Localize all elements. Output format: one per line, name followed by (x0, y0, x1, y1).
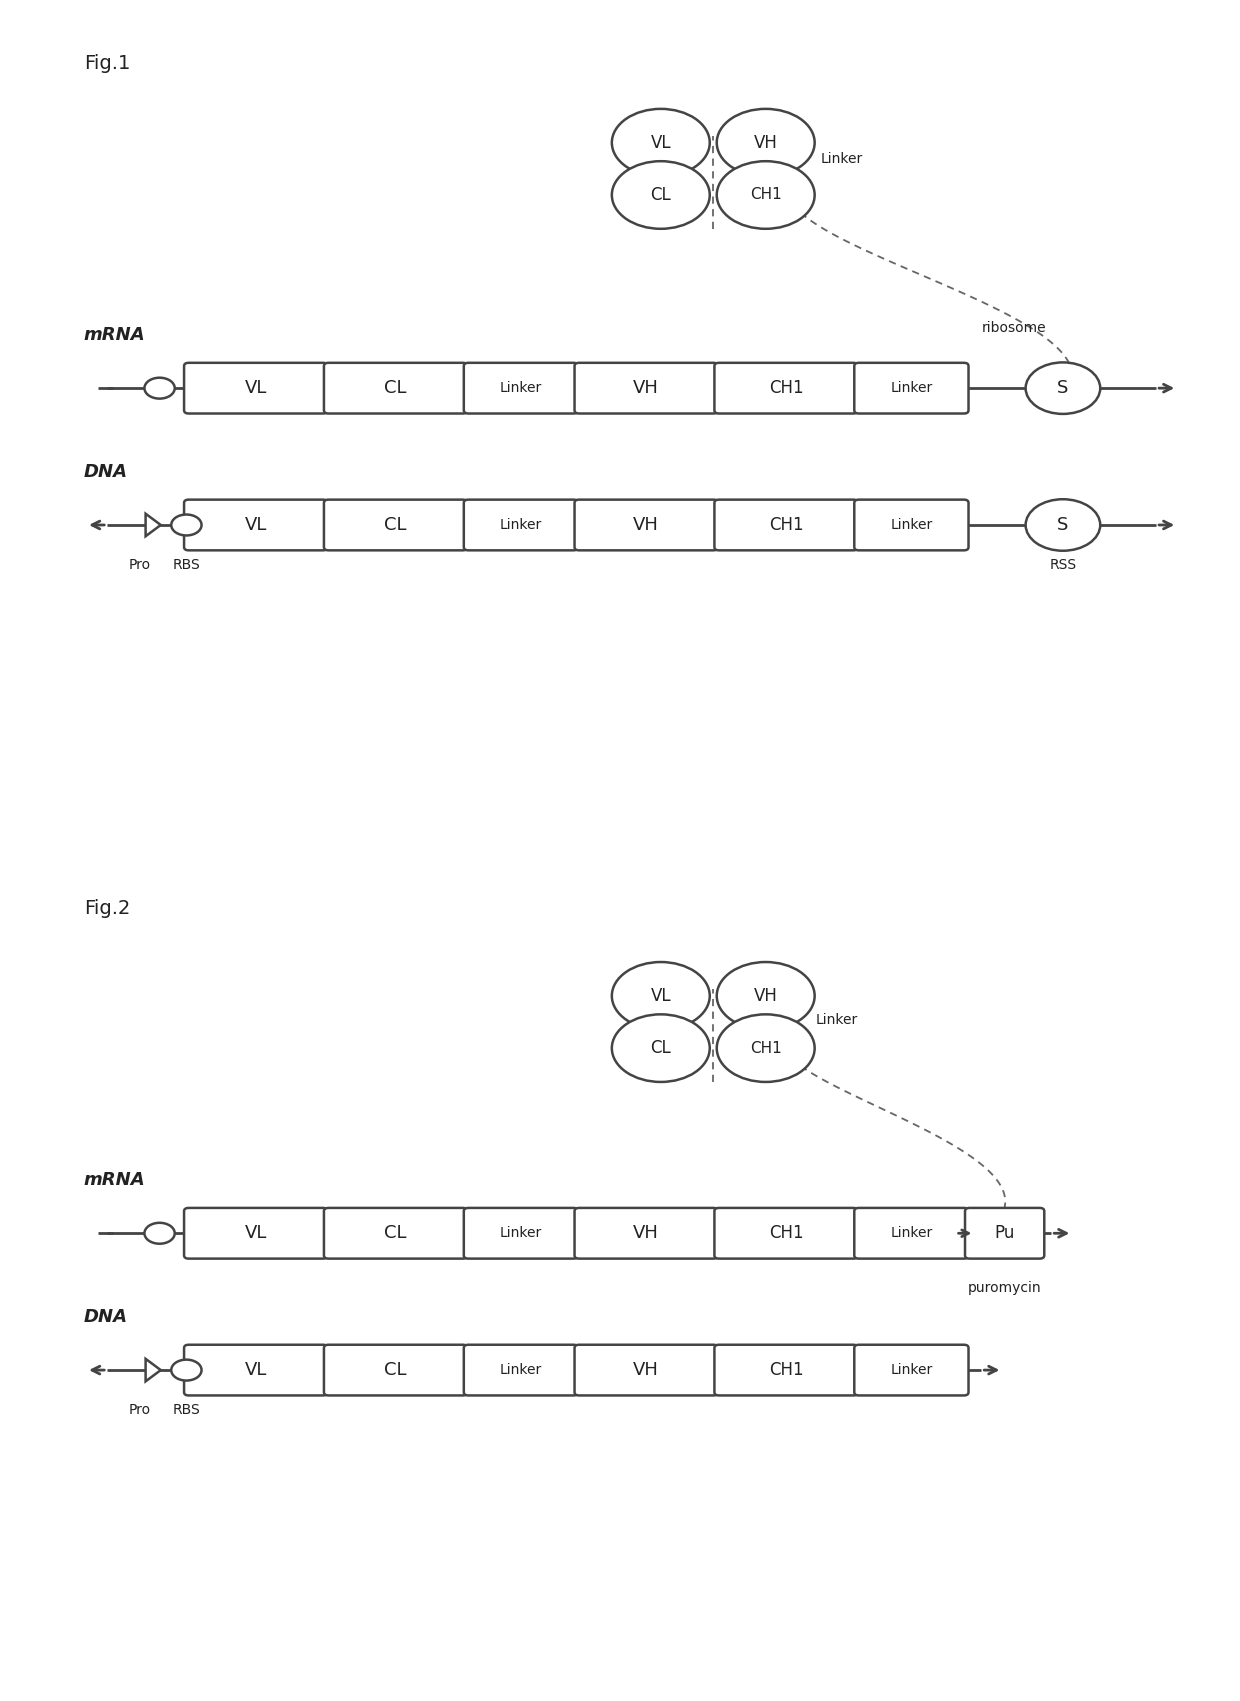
Text: VL: VL (244, 379, 267, 396)
Text: Pu: Pu (994, 1225, 1014, 1242)
Text: Linker: Linker (500, 1226, 542, 1240)
Text: mRNA: mRNA (84, 1170, 145, 1189)
FancyBboxPatch shape (184, 1345, 327, 1395)
Circle shape (717, 162, 815, 230)
FancyBboxPatch shape (464, 1208, 578, 1259)
Circle shape (171, 1359, 202, 1381)
Text: CL: CL (384, 515, 407, 534)
FancyBboxPatch shape (574, 362, 718, 413)
Circle shape (717, 1014, 815, 1082)
Circle shape (717, 963, 815, 1029)
FancyBboxPatch shape (854, 1345, 968, 1395)
FancyBboxPatch shape (184, 500, 327, 551)
FancyBboxPatch shape (714, 362, 858, 413)
Text: Linker: Linker (890, 1363, 932, 1378)
Text: CH1: CH1 (769, 1361, 804, 1380)
FancyBboxPatch shape (714, 500, 858, 551)
Text: CH1: CH1 (769, 515, 804, 534)
Text: CL: CL (651, 185, 671, 204)
Text: Linker: Linker (821, 151, 863, 165)
FancyBboxPatch shape (854, 1208, 968, 1259)
Circle shape (1025, 362, 1100, 413)
Text: CL: CL (651, 1039, 671, 1056)
Text: VL: VL (244, 1361, 267, 1380)
Text: DNA: DNA (84, 463, 128, 481)
FancyBboxPatch shape (464, 500, 578, 551)
Circle shape (171, 514, 202, 536)
Circle shape (1025, 498, 1100, 551)
FancyBboxPatch shape (324, 1208, 467, 1259)
Circle shape (611, 1014, 709, 1082)
Text: VH: VH (754, 987, 777, 1005)
Text: CH1: CH1 (750, 187, 781, 202)
FancyBboxPatch shape (574, 1345, 718, 1395)
FancyBboxPatch shape (184, 1208, 327, 1259)
FancyBboxPatch shape (324, 500, 467, 551)
Circle shape (144, 1223, 175, 1243)
Text: CL: CL (384, 1361, 407, 1380)
Text: Pro: Pro (129, 558, 151, 572)
Text: puromycin: puromycin (968, 1281, 1042, 1294)
Text: VL: VL (244, 515, 267, 534)
Text: Linker: Linker (890, 519, 932, 532)
Text: Linker: Linker (816, 1014, 858, 1027)
Circle shape (611, 109, 709, 177)
Circle shape (717, 109, 815, 177)
Text: VL: VL (244, 1225, 267, 1242)
Text: Linker: Linker (500, 519, 542, 532)
Text: S: S (1058, 515, 1069, 534)
FancyBboxPatch shape (714, 1208, 858, 1259)
FancyBboxPatch shape (854, 362, 968, 413)
Circle shape (611, 963, 709, 1029)
Text: RBS: RBS (172, 1403, 201, 1417)
Text: CL: CL (384, 1225, 407, 1242)
FancyBboxPatch shape (464, 1345, 578, 1395)
FancyBboxPatch shape (574, 1208, 718, 1259)
Text: VH: VH (634, 515, 660, 534)
Text: VH: VH (634, 1361, 660, 1380)
FancyBboxPatch shape (324, 1345, 467, 1395)
FancyBboxPatch shape (464, 362, 578, 413)
Text: ribosome: ribosome (981, 321, 1047, 335)
Text: RBS: RBS (172, 558, 201, 572)
Polygon shape (145, 1359, 161, 1381)
Text: RSS: RSS (1049, 558, 1076, 572)
Text: Pro: Pro (129, 1403, 151, 1417)
Text: CH1: CH1 (769, 1225, 804, 1242)
Text: S: S (1058, 379, 1069, 396)
Text: CH1: CH1 (769, 379, 804, 396)
Text: VH: VH (634, 1225, 660, 1242)
FancyBboxPatch shape (854, 500, 968, 551)
Text: Linker: Linker (890, 1226, 932, 1240)
Text: VH: VH (754, 134, 777, 151)
FancyBboxPatch shape (184, 362, 327, 413)
Circle shape (144, 378, 175, 398)
Text: Linker: Linker (890, 381, 932, 395)
Text: CH1: CH1 (750, 1041, 781, 1056)
Text: VH: VH (634, 379, 660, 396)
FancyBboxPatch shape (965, 1208, 1044, 1259)
FancyBboxPatch shape (324, 362, 467, 413)
Text: Linker: Linker (500, 1363, 542, 1378)
Circle shape (611, 162, 709, 230)
FancyBboxPatch shape (574, 500, 718, 551)
Text: Fig.2: Fig.2 (84, 900, 130, 919)
Polygon shape (145, 514, 161, 536)
Text: VL: VL (651, 987, 671, 1005)
Text: VL: VL (651, 134, 671, 151)
Text: Fig.1: Fig.1 (84, 54, 130, 73)
Text: CL: CL (384, 379, 407, 396)
Text: mRNA: mRNA (84, 327, 145, 344)
Text: Linker: Linker (500, 381, 542, 395)
FancyBboxPatch shape (714, 1345, 858, 1395)
Text: DNA: DNA (84, 1308, 128, 1325)
